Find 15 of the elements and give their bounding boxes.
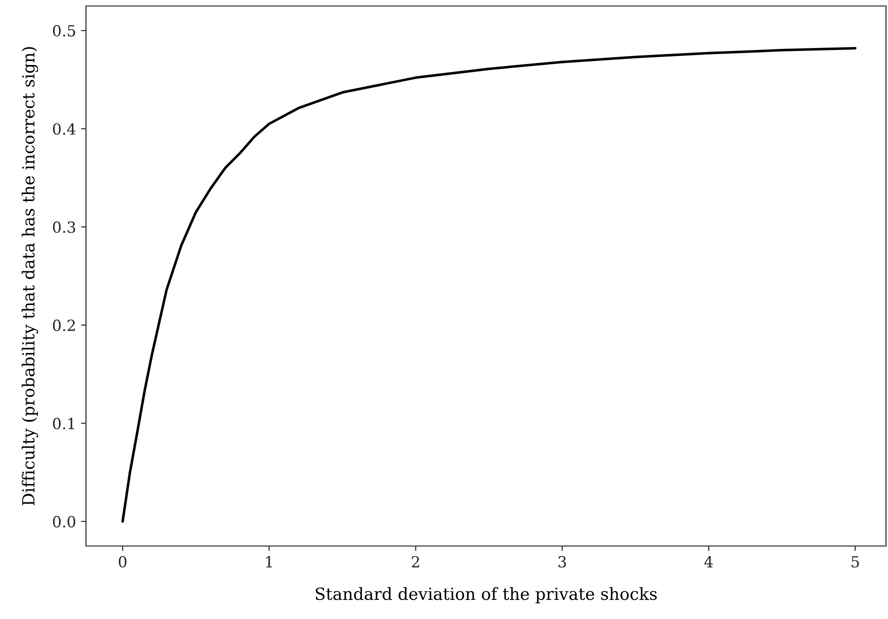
y-tick-label: 0.0 <box>52 516 76 528</box>
y-tick-label: 0.4 <box>52 123 76 135</box>
line-series <box>121 46 856 523</box>
x-tick-label: 1 <box>266 556 272 568</box>
x-tick-label: 2 <box>412 556 420 568</box>
x-tick-label: 0 <box>118 556 126 568</box>
x-tick-label: 3 <box>558 556 566 568</box>
y-axis-title: Difficulty (probability that data has the incorrect sign) <box>22 47 38 506</box>
x-tick-label: 4 <box>704 556 713 568</box>
y-tick-label: 0.3 <box>52 221 76 233</box>
y-tick-label: 0.5 <box>52 25 76 37</box>
x-tick-label: 5 <box>852 556 859 568</box>
x-axis-title: Standard deviation of the private shocks <box>316 587 657 604</box>
y-tick-label: 0.1 <box>52 418 74 430</box>
y-tick-label: 0.2 <box>52 320 75 332</box>
